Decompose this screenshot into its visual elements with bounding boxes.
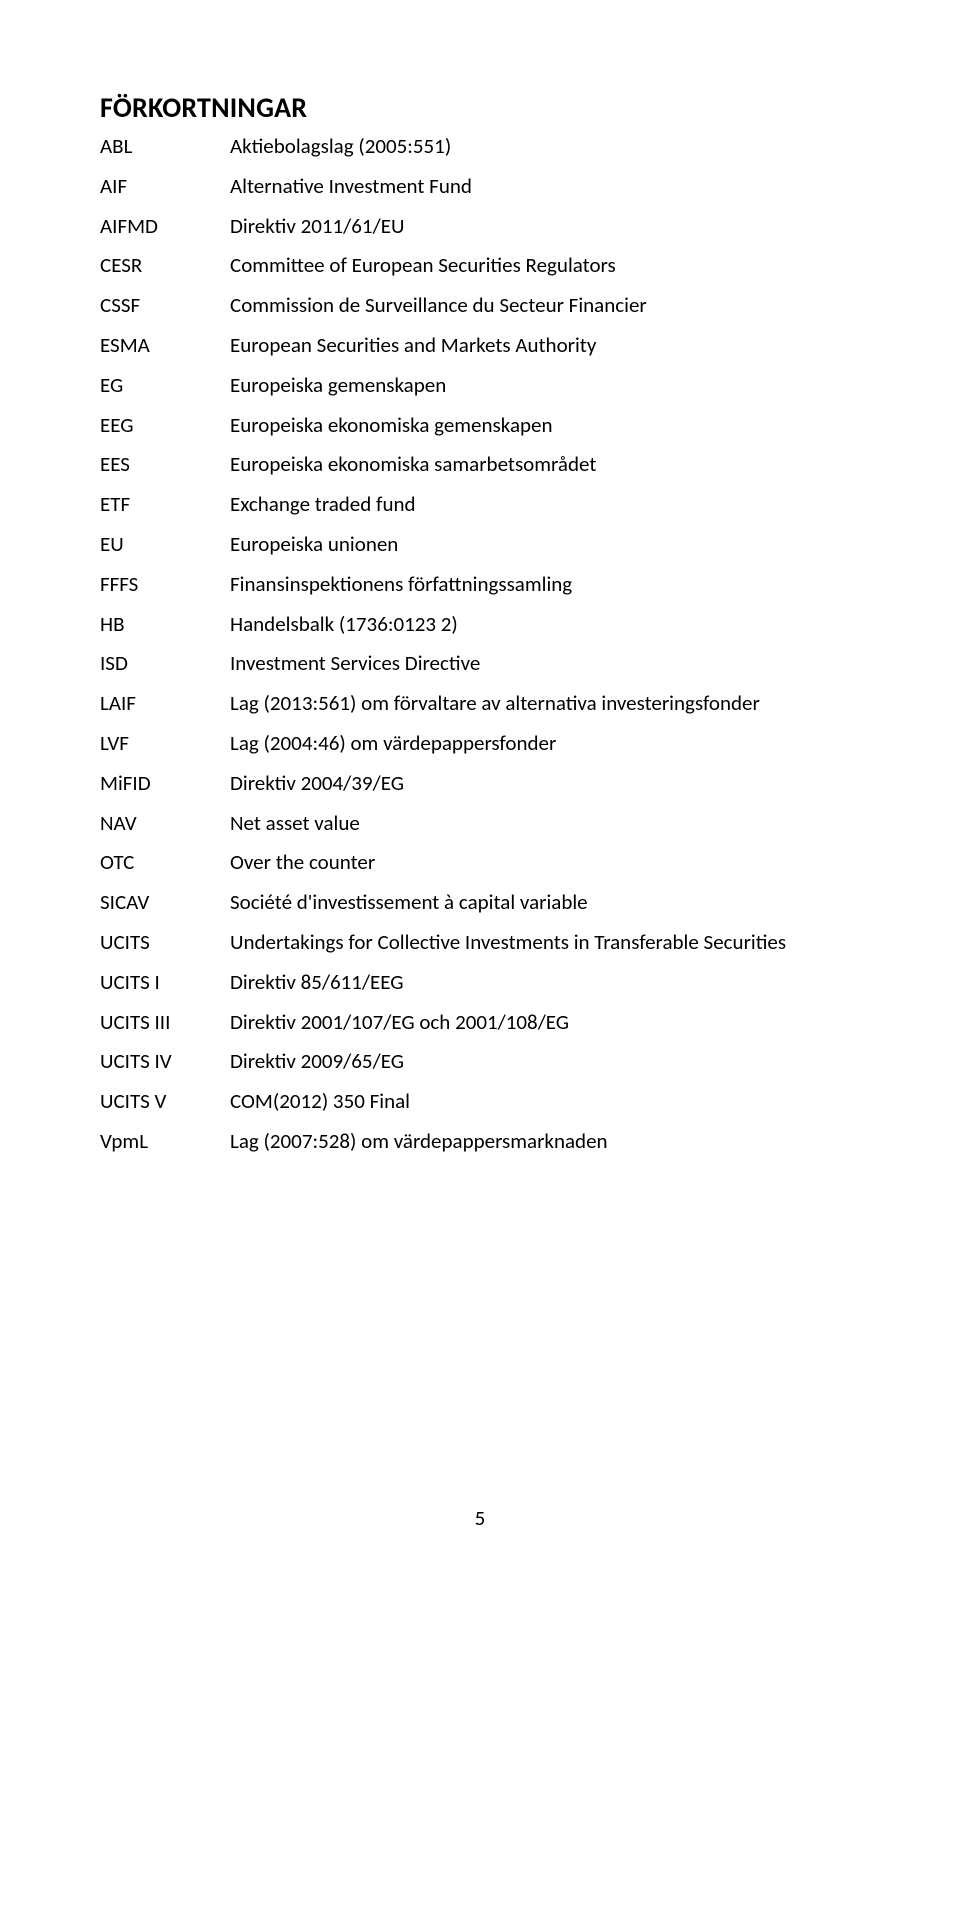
abbrev-term: EES	[100, 451, 230, 478]
abbrev-definition: Exchange traded fund	[230, 491, 860, 518]
abbrev-term: FFFS	[100, 571, 230, 598]
abbrev-definition: Aktiebolagslag (2005:551)	[230, 133, 860, 160]
abbrev-term: EG	[100, 372, 230, 399]
abbrev-term: NAV	[100, 810, 230, 837]
abbrev-definition: Committee of European Securities Regulat…	[230, 252, 860, 279]
abbrev-definition: Undertakings for Collective Investments …	[230, 929, 860, 956]
abbrev-definition: Direktiv 85/611/EEG	[230, 969, 860, 996]
abbrev-definition: Finansinspektionens författningssamling	[230, 571, 860, 598]
abbrev-definition: Europeiska ekonomiska samarbetsområdet	[230, 451, 860, 478]
abbrev-definition: Direktiv 2001/107/EG och 2001/108/EG	[230, 1009, 860, 1036]
abbrev-term: UCITS	[100, 929, 230, 956]
abbrev-definition: Over the counter	[230, 849, 860, 876]
abbrev-definition: Lag (2007:528) om värdepappersmarknaden	[230, 1128, 860, 1155]
abbrev-term: VpmL	[100, 1128, 230, 1155]
abbrev-term: UCITS IV	[100, 1048, 230, 1075]
abbrev-term: SICAV	[100, 889, 230, 916]
document-page: FÖRKORTNINGAR ABLAktiebolagslag (2005:55…	[0, 0, 960, 1591]
abbrev-term: UCITS I	[100, 969, 230, 996]
abbrev-term: ETF	[100, 491, 230, 518]
abbrev-term: LVF	[100, 730, 230, 757]
abbrev-definition: Alternative Investment Fund	[230, 173, 860, 200]
abbrev-definition: Société d'investissement à capital varia…	[230, 889, 860, 916]
abbrev-term: ISD	[100, 650, 230, 677]
abbrev-term: EU	[100, 531, 230, 558]
abbrev-definition: Europeiska ekonomiska gemenskapen	[230, 412, 860, 439]
abbrev-term: AIF	[100, 173, 230, 200]
abbrev-definition: Direktiv 2011/61/EU	[230, 213, 860, 240]
abbrev-definition: Direktiv 2009/65/EG	[230, 1048, 860, 1075]
abbrev-term: HB	[100, 611, 230, 638]
abbrev-term: ABL	[100, 133, 230, 160]
abbrev-definition: Net asset value	[230, 810, 860, 837]
abbrev-term: EEG	[100, 412, 230, 439]
page-title: FÖRKORTNINGAR	[100, 90, 860, 125]
page-number: 5	[100, 1505, 860, 1531]
abbrev-definition: Direktiv 2004/39/EG	[230, 770, 860, 797]
abbrev-definition: Lag (2004:46) om värdepappersfonder	[230, 730, 860, 757]
abbrev-definition: Lag (2013:561) om förvaltare av alternat…	[230, 690, 860, 717]
abbrev-definition: Commission de Surveillance du Secteur Fi…	[230, 292, 860, 319]
abbrev-term: ESMA	[100, 332, 230, 359]
abbrev-definition: Europeiska gemenskapen	[230, 372, 860, 399]
abbrev-term: CESR	[100, 252, 230, 279]
abbrev-term: UCITS V	[100, 1088, 230, 1115]
abbrev-term: OTC	[100, 849, 230, 876]
abbrev-term: LAIF	[100, 690, 230, 717]
abbreviations-table: ABLAktiebolagslag (2005:551)AIFAlternati…	[100, 133, 860, 1155]
abbrev-term: UCITS III	[100, 1009, 230, 1036]
abbrev-definition: European Securities and Markets Authorit…	[230, 332, 860, 359]
abbrev-definition: Europeiska unionen	[230, 531, 860, 558]
abbrev-definition: Investment Services Directive	[230, 650, 860, 677]
abbrev-term: MiFID	[100, 770, 230, 797]
abbrev-definition: Handelsbalk (1736:0123 2)	[230, 611, 860, 638]
abbrev-term: CSSF	[100, 292, 230, 319]
abbrev-term: AIFMD	[100, 213, 230, 240]
abbrev-definition: COM(2012) 350 Final	[230, 1088, 860, 1115]
